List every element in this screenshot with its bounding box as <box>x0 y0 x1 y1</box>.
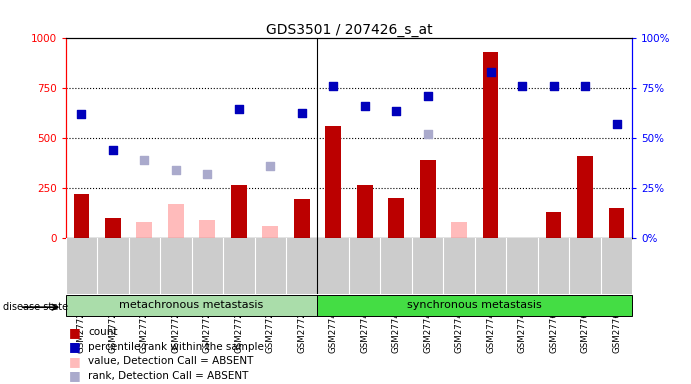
Bar <box>263 226 278 238</box>
Text: count: count <box>88 327 118 337</box>
Title: GDS3501 / 207426_s_at: GDS3501 / 207426_s_at <box>265 23 433 37</box>
Point <box>265 163 276 169</box>
Point <box>548 83 559 89</box>
Text: synchronous metastasis: synchronous metastasis <box>408 300 542 310</box>
Bar <box>325 126 341 238</box>
Bar <box>105 218 121 238</box>
Point <box>485 69 496 75</box>
Point <box>517 83 528 89</box>
Point <box>202 171 213 177</box>
Point <box>328 83 339 89</box>
Bar <box>294 199 310 238</box>
Text: ■: ■ <box>69 369 81 382</box>
Bar <box>546 212 561 238</box>
Text: disease state: disease state <box>3 302 68 312</box>
Bar <box>168 204 184 238</box>
Bar <box>483 52 498 238</box>
Bar <box>451 222 467 238</box>
Bar <box>577 156 593 238</box>
Bar <box>357 185 372 238</box>
Point <box>390 108 401 114</box>
Point <box>422 93 433 99</box>
Point <box>359 103 370 109</box>
Bar <box>136 222 152 238</box>
Point <box>234 106 245 113</box>
Point <box>422 131 433 137</box>
Text: ■: ■ <box>69 326 81 339</box>
Bar <box>420 160 435 238</box>
Bar <box>388 198 404 238</box>
Bar <box>609 208 625 238</box>
Point <box>580 83 591 89</box>
Text: metachronous metastasis: metachronous metastasis <box>120 300 264 310</box>
Bar <box>66 295 317 316</box>
Bar <box>200 220 215 238</box>
Bar <box>231 185 247 238</box>
Point <box>107 147 118 153</box>
Bar <box>317 295 632 316</box>
Point <box>611 121 622 127</box>
Text: value, Detection Call = ABSENT: value, Detection Call = ABSENT <box>88 356 254 366</box>
Point <box>76 111 87 118</box>
Text: ■: ■ <box>69 340 81 353</box>
Point <box>296 110 307 116</box>
Bar <box>73 194 89 238</box>
Point <box>139 157 150 163</box>
Text: rank, Detection Call = ABSENT: rank, Detection Call = ABSENT <box>88 371 249 381</box>
Text: percentile rank within the sample: percentile rank within the sample <box>88 342 265 352</box>
Point <box>170 167 181 173</box>
Text: ■: ■ <box>69 355 81 368</box>
